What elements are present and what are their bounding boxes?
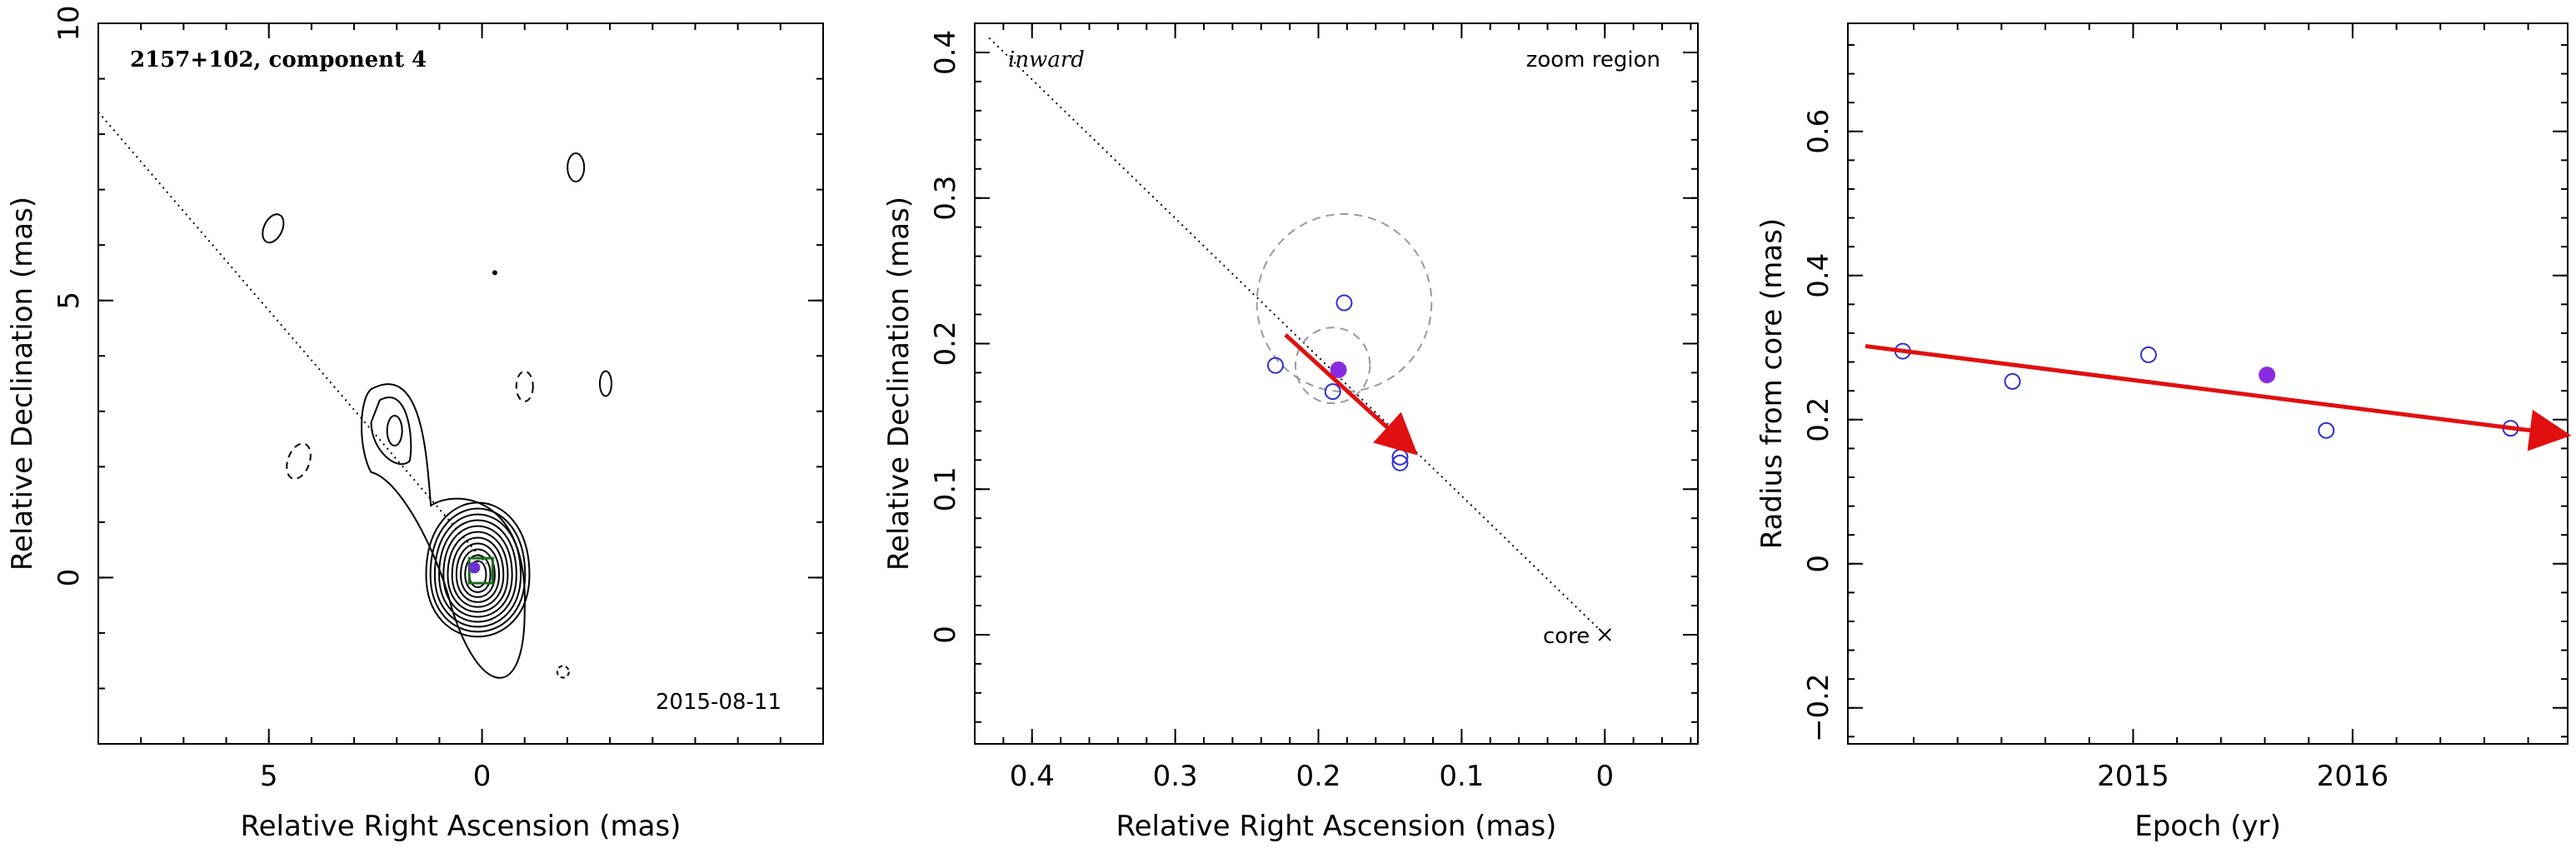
x-tick-label: 0.1 <box>1439 760 1484 793</box>
x-axis-label: Relative Right Ascension (mas) <box>241 810 681 843</box>
y-axis-label: Radius from core (mas) <box>1755 218 1789 549</box>
x-tick-label: 0.4 <box>1010 760 1055 793</box>
component-marker <box>468 561 481 574</box>
jet-direction-line <box>988 37 1605 636</box>
velocity-vector <box>1284 333 1418 456</box>
radial-motion-fit-line <box>1865 344 2572 451</box>
core-contour <box>460 548 496 598</box>
position-uncertainty-circle <box>1256 212 1433 393</box>
core-marker-stroke <box>1598 628 1611 641</box>
core-contour <box>447 531 509 613</box>
core-contour <box>438 519 517 623</box>
zoom-region-box <box>467 556 494 585</box>
y-tick-label: 10 <box>52 5 86 41</box>
y-tick-label: 0.2 <box>1802 397 1835 442</box>
negative-contour <box>556 665 570 679</box>
plot-frame <box>97 22 824 745</box>
y-axis-label: Relative Declination (mas) <box>6 197 39 571</box>
core-contour <box>442 525 513 618</box>
panel-2-y-ticks: 0 0.1 0.2 0.3 0.4 <box>929 22 1698 723</box>
x-tick-label: 0.3 <box>1153 760 1198 793</box>
y-tick-label: 0 <box>929 626 962 644</box>
core-contour <box>429 507 527 633</box>
panel-3-y-ticks: −0.2 0 0.2 0.4 0.6 <box>1802 43 2568 742</box>
y-tick-label: 0.3 <box>929 176 962 221</box>
noise-contour <box>599 370 612 397</box>
x-tick-label: 2016 <box>2317 760 2389 793</box>
panel-3-x-ticks: 2015 2016 <box>1913 23 2529 793</box>
current-epoch-point <box>1330 361 1347 378</box>
panel-2-x-ticks: 0.4 0.3 0.2 0.1 0 <box>974 23 1692 793</box>
y-tick-label: 0 <box>52 569 86 587</box>
y-tick-label: 0.6 <box>1802 109 1835 154</box>
x-axis-label: Epoch (yr) <box>2134 810 2281 843</box>
inward-label: inward <box>1008 47 1085 72</box>
epoch-position-point <box>1335 294 1353 312</box>
panel-1-frame <box>97 22 824 745</box>
y-tick-label: 0 <box>1802 555 1835 573</box>
x-tick-label: 0 <box>1595 760 1614 793</box>
y-tick-label: 0.1 <box>929 466 962 511</box>
noise-contour <box>262 213 285 244</box>
y-tick-label: 0.4 <box>929 30 962 75</box>
core-contour <box>451 536 505 608</box>
radius-point <box>2318 422 2335 439</box>
current-epoch-radius-point <box>2259 367 2276 384</box>
y-tick-label: 0.4 <box>1802 253 1835 298</box>
y-tick-label: 0.2 <box>929 321 962 366</box>
panel-1-y-ticks: 0 5 10 <box>52 5 823 745</box>
epoch-position-point <box>1266 357 1284 374</box>
y-axis-label: Relative Declination (mas) <box>882 197 916 571</box>
x-tick-label: 0.2 <box>1295 760 1340 793</box>
negative-contour <box>286 442 312 480</box>
epoch-position-point <box>1324 383 1341 401</box>
core-contour <box>425 501 531 638</box>
plot-frame <box>974 22 1699 745</box>
x-tick-label: 2015 <box>2097 760 2169 793</box>
plot-frame <box>1847 22 2569 745</box>
panel-title: 2157+102, component 4 <box>130 47 427 72</box>
epoch-label: 2015-08-11 <box>656 690 781 715</box>
contour-group <box>262 152 612 679</box>
x-axis-label: Relative Right Ascension (mas) <box>1116 810 1557 843</box>
x-tick-label: 0 <box>473 760 492 793</box>
jet-contour <box>370 397 412 466</box>
panel-2-frame <box>974 22 1699 745</box>
position-uncertainty-circle <box>1295 327 1371 405</box>
zoom-region-label: zoom region <box>1526 47 1660 72</box>
jet-direction-line <box>97 111 487 565</box>
x-tick-label: 5 <box>260 760 278 793</box>
radius-point <box>2004 372 2021 390</box>
noise-dot <box>492 270 497 276</box>
epoch-position-point <box>1391 454 1409 471</box>
core-contour <box>455 542 501 603</box>
y-tick-label: 5 <box>52 292 86 310</box>
jet-contour <box>386 415 403 447</box>
panel-3-frame <box>1847 22 2569 745</box>
core-marker <box>1598 628 1611 641</box>
y-tick-label: −0.2 <box>1802 673 1835 742</box>
jet-contour <box>361 383 526 679</box>
core-label: core <box>1543 624 1590 649</box>
noise-contour <box>567 152 586 182</box>
negative-contour <box>515 370 534 402</box>
radius-point <box>2139 346 2157 363</box>
